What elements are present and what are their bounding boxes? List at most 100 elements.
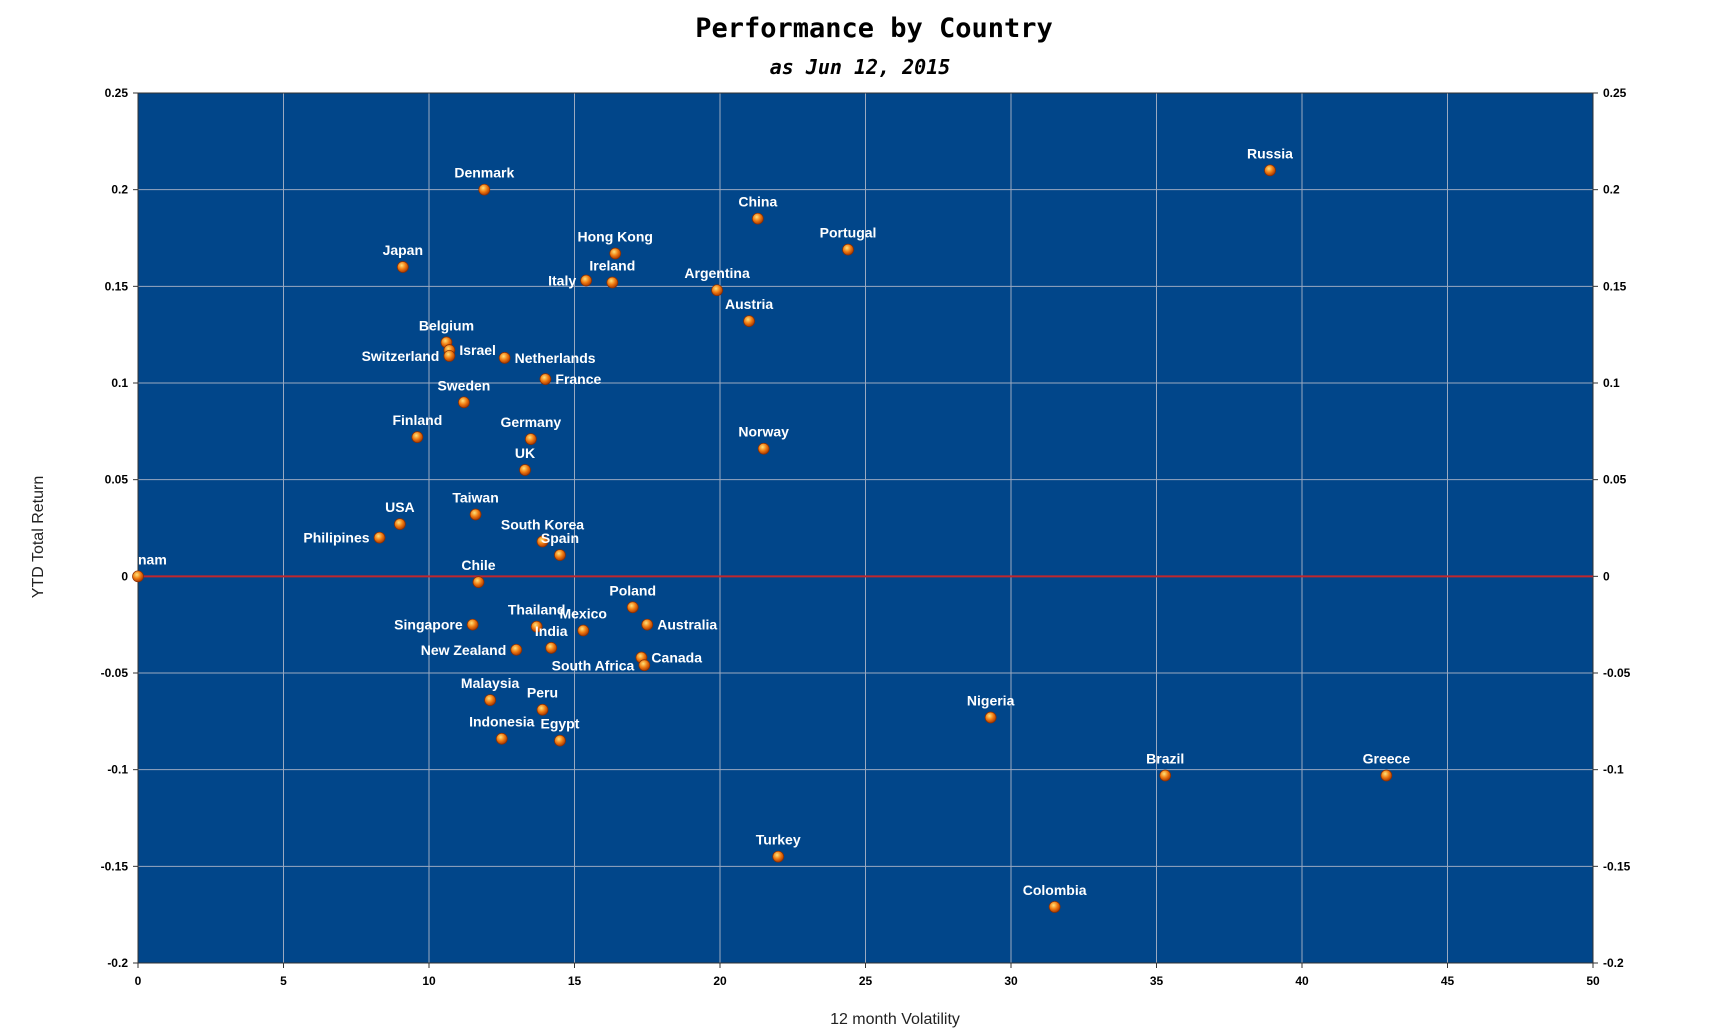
- data-label: Indonesia: [469, 714, 535, 730]
- data-point: [524, 433, 537, 445]
- x-tick-label: 45: [1441, 974, 1455, 988]
- data-point: [772, 850, 785, 863]
- data-label: Singapore: [394, 617, 463, 633]
- y-tick-label-right: 0.05: [1603, 473, 1627, 487]
- y-tick-label-left: 0.15: [105, 279, 129, 293]
- data-label: Peru: [527, 685, 558, 701]
- y-tick-label-left: -0.2: [107, 956, 128, 970]
- x-tick-label: 50: [1586, 974, 1600, 988]
- y-tick-label-right: 0.1: [1603, 376, 1620, 390]
- y-tick-label-left: -0.05: [101, 666, 129, 680]
- x-tick-label: 5: [280, 974, 287, 988]
- data-label: Switzerland: [362, 348, 440, 364]
- data-point: [554, 734, 566, 747]
- data-label: Denmark: [454, 165, 514, 181]
- data-label: China: [738, 194, 777, 210]
- data-point: [458, 396, 470, 409]
- data-point: [539, 373, 552, 385]
- y-tick-label-right: 0.2: [1603, 183, 1620, 197]
- data-point: [396, 261, 409, 273]
- y-tick-label-left: 0.05: [105, 473, 129, 487]
- data-point: [478, 183, 491, 196]
- data-point: [606, 276, 619, 289]
- data-label: Australia: [657, 617, 717, 633]
- data-label: Thailand: [508, 602, 566, 618]
- data-label: South Africa: [552, 657, 635, 673]
- chart-title: Performance by Country: [695, 13, 1053, 44]
- data-point: [469, 508, 482, 521]
- data-point: [484, 694, 496, 706]
- data-label: Russia: [1247, 145, 1293, 161]
- y-tick-label-right: -0.2: [1603, 956, 1624, 970]
- y-tick-label-left: -0.15: [101, 859, 129, 873]
- data-point: [554, 549, 566, 561]
- y-axis-ticks-left: 0.25 0.2 0.15 0.1 0.05 0 -0.05 -0.1 -0.15 -0.2: [101, 86, 129, 970]
- data-label: Colombia: [1023, 882, 1087, 898]
- x-tick-label: 40: [1295, 974, 1309, 988]
- data-label: Nigeria: [967, 692, 1015, 708]
- data-label: Austria: [725, 296, 773, 312]
- data-point: [626, 601, 639, 614]
- y-tick-label-left: 0.25: [105, 86, 129, 100]
- chart-subtitle: as Jun 12, 2015: [770, 55, 951, 79]
- data-label: nam: [138, 551, 167, 567]
- data-point: [641, 618, 654, 631]
- data-label: Italy: [548, 273, 576, 289]
- data-point: [842, 243, 854, 256]
- data-point: [711, 284, 723, 297]
- data-point: [132, 570, 144, 583]
- x-tick-label: 25: [859, 974, 873, 988]
- data-point: [1380, 769, 1393, 782]
- data-point: [536, 535, 549, 548]
- x-tick-label: 35: [1150, 974, 1164, 988]
- y-tick-label-right: 0.15: [1603, 279, 1627, 293]
- data-label: Portugal: [820, 225, 877, 241]
- data-label: Turkey: [756, 832, 801, 848]
- data-label: South Korea: [501, 517, 584, 533]
- data-label: Finland: [392, 412, 442, 428]
- data-point: [495, 732, 508, 745]
- y-tick-label-left: -0.1: [107, 763, 128, 777]
- data-label: USA: [385, 499, 415, 515]
- data-label: UK: [515, 445, 535, 461]
- y-axis-ticks-right: 0.25 0.2 0.15 0.1 0.05 0 -0.05 -0.1 -0.15 -0.2: [1603, 86, 1631, 970]
- x-tick-label: 20: [713, 974, 727, 988]
- data-point: [519, 464, 531, 476]
- data-label: Greece: [1363, 750, 1411, 766]
- data-label: Germany: [500, 414, 561, 430]
- y-tick-label-right: -0.05: [1603, 666, 1631, 680]
- data-label: Belgium: [419, 317, 474, 333]
- data-point: [743, 315, 755, 327]
- data-point: [373, 531, 386, 544]
- data-label: Chile: [461, 557, 495, 573]
- data-label: New Zealand: [421, 642, 507, 658]
- data-point: [1264, 164, 1276, 177]
- y-tick-label-right: 0.25: [1603, 86, 1627, 100]
- data-labels: Russia Denmark China Portugal Hong Kong Japan…: [138, 145, 1410, 898]
- y-tick-label-left: 0.1: [111, 376, 128, 390]
- x-axis-ticks: 0 5 10 15 20 25 30 35 40 45 50: [135, 974, 1600, 988]
- data-label: Hong Kong: [578, 228, 653, 244]
- data-label: Mexico: [559, 605, 606, 621]
- data-label: Malaysia: [461, 675, 520, 691]
- data-point: [498, 352, 511, 364]
- data-point: [1048, 901, 1061, 913]
- data-label: Japan: [383, 242, 423, 258]
- data-label: Egypt: [541, 716, 580, 732]
- y-tick-label-left: 0.2: [111, 183, 128, 197]
- data-point: [609, 247, 622, 260]
- data-point: [751, 212, 764, 225]
- data-point: [472, 576, 485, 588]
- y-tick-label-right: 0: [1603, 569, 1610, 583]
- data-point: [1159, 769, 1172, 782]
- data-label: Spain: [541, 530, 579, 546]
- data-points: [132, 164, 1393, 913]
- y-tick-label-left: 0: [121, 569, 128, 583]
- data-label: Poland: [609, 582, 656, 598]
- data-label: Netherlands: [515, 350, 596, 366]
- y-tick-label-right: -0.1: [1603, 763, 1624, 777]
- x-axis-label: 12 month Volatility: [830, 1011, 960, 1028]
- x-tick-label: 15: [568, 974, 582, 988]
- x-tick-label: 30: [1004, 974, 1018, 988]
